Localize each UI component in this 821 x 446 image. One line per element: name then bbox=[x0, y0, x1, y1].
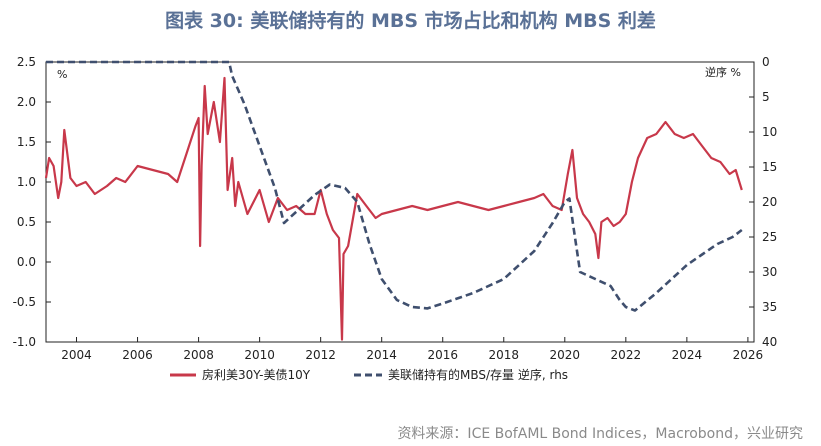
spread-series-line bbox=[44, 76, 743, 341]
x-tick-label: 2004 bbox=[61, 348, 92, 362]
x-tick-label: 2018 bbox=[488, 348, 519, 362]
right-tick-label: 30 bbox=[762, 265, 777, 279]
left-tick-label: -0.5 bbox=[13, 295, 36, 309]
series-layer bbox=[44, 60, 743, 341]
x-tick-label: 2010 bbox=[244, 348, 275, 362]
plot-frame bbox=[45, 61, 755, 343]
right-axis-unit: 逆序 % bbox=[705, 65, 741, 79]
x-tick-label: 2006 bbox=[122, 348, 153, 362]
left-tick-label: 0.5 bbox=[17, 215, 36, 229]
chart-title: 图表 30: 美联储持有的 MBS 市场占比和机构 MBS 利差 bbox=[165, 10, 656, 32]
left-tick-label: 1.5 bbox=[17, 135, 36, 149]
legend-label-spread: 房利美30Y-美债10Y bbox=[202, 367, 311, 382]
x-tick-label: 2014 bbox=[366, 348, 397, 362]
right-tick-label: 15 bbox=[762, 160, 777, 174]
left-tick-label: 1.0 bbox=[17, 175, 36, 189]
right-tick-label: 20 bbox=[762, 195, 777, 209]
right-tick-label: 40 bbox=[762, 335, 777, 349]
x-tick-label: 2016 bbox=[427, 348, 458, 362]
legend-label-fed-share: 美联储持有的MBS/存量 逆序, rhs bbox=[388, 367, 568, 382]
right-tick-label: 10 bbox=[762, 125, 777, 139]
left-axis-unit: % bbox=[57, 68, 67, 81]
left-tick-label: 2.5 bbox=[17, 55, 36, 69]
right-tick-label: 0 bbox=[762, 55, 770, 69]
right-tick-label: 25 bbox=[762, 230, 777, 244]
left-tick-label: -1.0 bbox=[13, 335, 36, 349]
x-tick-label: 2024 bbox=[672, 348, 703, 362]
ticks-layer: 2004 2006 2008 2010 2012 2014 2016 2018 2020 2022… bbox=[13, 55, 778, 362]
x-tick-label: 2020 bbox=[550, 348, 581, 362]
fed-share-series-line bbox=[46, 60, 743, 312]
x-tick-label: 2008 bbox=[183, 348, 214, 362]
right-tick-label: 35 bbox=[762, 300, 777, 314]
left-tick-label: 0.0 bbox=[17, 255, 36, 269]
source-note: 资料来源：ICE BofAML Bond Indices，Macrobond，兴… bbox=[397, 426, 803, 442]
left-tick-label: 2.0 bbox=[17, 95, 36, 109]
x-tick-label: 2022 bbox=[611, 348, 642, 362]
right-tick-label: 5 bbox=[762, 90, 770, 104]
x-tick-label: 2012 bbox=[305, 348, 336, 362]
legend: 房利美30Y-美债10Y 美联储持有的MBS/存量 逆序, rhs bbox=[170, 367, 568, 382]
x-tick-label: 2026 bbox=[733, 348, 764, 362]
